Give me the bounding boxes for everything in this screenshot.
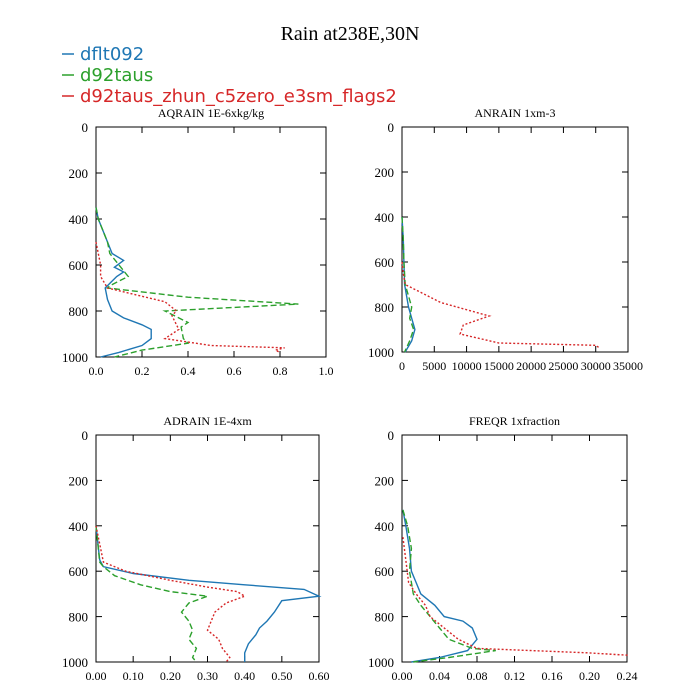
y-tick-label: 200 (375, 473, 395, 488)
x-tick-label: 0.16 (542, 669, 563, 683)
series-line-adrain-2 (95, 525, 247, 663)
x-tick-label: 0.40 (234, 669, 255, 683)
x-tick-label: 25000 (548, 359, 578, 373)
y-tick-label: 400 (375, 210, 395, 225)
x-tick-label: 30000 (581, 359, 611, 373)
y-tick-label: 600 (69, 564, 89, 579)
y-tick-label: 0 (82, 120, 89, 135)
panel-frame-adrain (95, 434, 320, 663)
y-tick-label: 800 (69, 610, 89, 625)
panel-title-adrain: ADRAIN 1E-4xm (163, 414, 252, 428)
series-line-anrain-2 (401, 261, 600, 349)
series-line-adrain-0 (95, 525, 322, 662)
y-tick-label: 1000 (368, 655, 394, 670)
x-tick-label: 0.08 (467, 669, 488, 683)
x-tick-label: 0.20 (160, 669, 181, 683)
x-tick-label: 0.6 (227, 364, 242, 378)
series-line-aqrain-2 (95, 241, 285, 354)
panel-title-anrain: ANRAIN 1xm-3 (475, 106, 556, 120)
x-tick-label: 10000 (452, 359, 482, 373)
panel-aqrain: AQRAIN 1E-6xkg/kg 0 200 400 600 800 10000.0 0.2… (62, 106, 334, 378)
x-tick-label: 0.4 (181, 364, 196, 378)
y-tick-label: 600 (375, 564, 395, 579)
y-tick-label: 800 (69, 304, 89, 319)
y-tick-label: 800 (375, 300, 395, 315)
x-tick-label: 0.50 (271, 669, 292, 683)
y-tick-label: 0 (388, 428, 395, 443)
panel-freqr: FREQR 1xfraction 0 200 400 600 800 10000.00 0.0… (368, 414, 638, 683)
x-tick-label: 0.20 (579, 669, 600, 683)
x-tick-label: 15000 (484, 359, 514, 373)
y-tick-label: 0 (388, 120, 395, 135)
y-tick-label: 200 (375, 165, 395, 180)
figure-title: Rain at238E,30N (281, 23, 420, 45)
y-tick-label: 1000 (368, 345, 394, 360)
x-tick-label: 0.00 (86, 669, 107, 683)
y-tick-label: 600 (375, 255, 395, 270)
x-tick-label: 0 (399, 359, 405, 373)
series-line-adrain-1 (95, 525, 208, 663)
x-tick-label: 0.04 (429, 669, 450, 683)
x-tick-label: 0.24 (617, 669, 638, 683)
y-tick-label: 400 (69, 212, 89, 227)
y-tick-label: 800 (375, 610, 395, 625)
y-tick-label: 400 (69, 519, 89, 534)
y-tick-label: 1000 (62, 655, 88, 670)
y-tick-label: 1000 (62, 350, 88, 365)
x-tick-label: 35000 (613, 359, 643, 373)
legend-label: d92taus (80, 65, 153, 86)
x-tick-label: 0.2 (135, 364, 150, 378)
x-tick-label: 0.60 (309, 669, 330, 683)
legend-label: d92taus_zhun_c5zero_e3sm_flags2 (80, 86, 397, 107)
panel-adrain: ADRAIN 1E-4xm 0 200 400 600 800 10000.00 0.10 0.… (62, 414, 330, 683)
y-tick-label: 200 (69, 166, 89, 181)
x-tick-label: 0.00 (392, 669, 413, 683)
panel-frame-aqrain (95, 126, 327, 358)
legend-label: dflt092 (80, 44, 144, 65)
y-tick-label: 600 (69, 258, 89, 273)
x-tick-label: 0.12 (504, 669, 525, 683)
panel-frame-freqr (401, 434, 628, 663)
panel-title-freqr: FREQR 1xfraction (469, 414, 560, 428)
y-tick-label: 0 (82, 428, 89, 443)
panel-title-aqrain: AQRAIN 1E-6xkg/kg (158, 106, 264, 120)
y-tick-label: 200 (69, 473, 89, 488)
series-line-freqr-2 (402, 537, 628, 658)
panel-frame-anrain (401, 126, 629, 353)
x-tick-label: 0.8 (273, 364, 288, 378)
y-tick-label: 400 (375, 519, 395, 534)
series-line-freqr-0 (402, 509, 478, 663)
x-tick-label: 20000 (516, 359, 546, 373)
series-line-anrain-1 (401, 216, 415, 353)
series-line-aqrain-1 (95, 207, 299, 358)
x-tick-label: 5000 (422, 359, 446, 373)
x-tick-label: 0.0 (89, 364, 104, 378)
x-tick-label: 0.30 (197, 669, 218, 683)
x-tick-label: 0.10 (123, 669, 144, 683)
series-line-anrain-0 (401, 216, 416, 353)
legend: dflt092d92tausd92taus_zhun_c5zero_e3sm_f… (62, 44, 397, 107)
x-tick-label: 1.0 (319, 364, 334, 378)
